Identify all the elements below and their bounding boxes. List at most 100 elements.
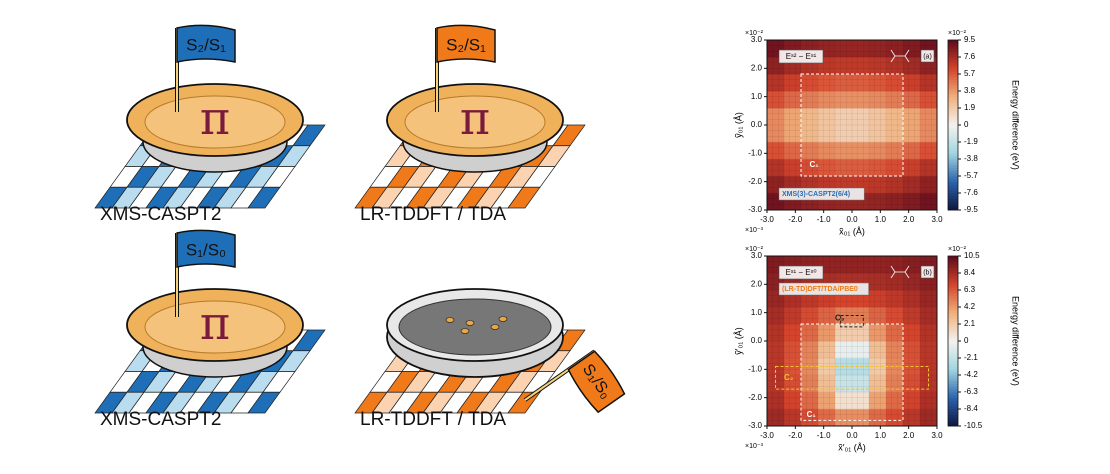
caption: LR-TDDFT / TDA bbox=[360, 204, 506, 225]
colorbar-step bbox=[948, 102, 958, 106]
colorbar-step bbox=[948, 79, 958, 83]
x-tick-label: 1.0 bbox=[875, 215, 887, 224]
colorbar-step bbox=[948, 392, 958, 396]
colorbar-step bbox=[948, 116, 958, 120]
colorbar-step bbox=[948, 207, 958, 211]
colorbar-step bbox=[948, 295, 958, 299]
heatmap-cell bbox=[767, 324, 785, 342]
heatmap-cell bbox=[835, 375, 853, 393]
heatmap-cell bbox=[852, 307, 870, 325]
heatmap-cell bbox=[835, 40, 853, 58]
x-tick-label: 2.0 bbox=[903, 215, 915, 224]
heatmap-cell bbox=[767, 108, 785, 126]
title-box bbox=[778, 265, 824, 280]
colorbar-step bbox=[948, 321, 958, 325]
heatmap-cell bbox=[767, 142, 785, 160]
y-tick-label: -3.0 bbox=[748, 421, 762, 430]
colorbar-tick-label: 9.5 bbox=[964, 35, 976, 44]
colorbar-step bbox=[948, 301, 958, 305]
heatmap-cell bbox=[835, 392, 853, 410]
panel-box bbox=[920, 265, 935, 279]
y-tick-label: -1.0 bbox=[748, 148, 762, 157]
heatmap-cell bbox=[818, 125, 836, 143]
molecule-bond bbox=[890, 265, 896, 273]
heatmap-cell bbox=[852, 57, 870, 75]
heatmap-cell bbox=[835, 74, 853, 92]
x-tick-label: -1.0 bbox=[817, 215, 831, 224]
heatmap-cell bbox=[818, 159, 836, 177]
colorbar-step bbox=[948, 375, 958, 379]
colorbar-step bbox=[948, 170, 958, 174]
x-axis-label: x̃′₀₁ (Å) bbox=[838, 442, 866, 452]
heatmap-cell bbox=[801, 159, 819, 177]
x-tick-label: 3.0 bbox=[931, 431, 943, 440]
heatmap-cell bbox=[767, 125, 785, 143]
colorbar-step bbox=[948, 281, 958, 285]
heatmap-cell bbox=[784, 91, 802, 109]
heatmap-cell bbox=[801, 358, 819, 376]
flag-label: S₂/S₁ bbox=[186, 35, 226, 54]
heatmap-cell bbox=[886, 193, 904, 211]
annotation-label: C₁ bbox=[810, 160, 820, 169]
annotation-label: C₂ bbox=[784, 373, 794, 382]
heatmap-cell bbox=[767, 392, 785, 410]
heatmap-cell bbox=[852, 40, 870, 58]
colorbar-step bbox=[948, 136, 958, 140]
colorbar-step bbox=[948, 147, 958, 151]
y-tick-label: -2.0 bbox=[748, 393, 762, 402]
colorbar-step bbox=[948, 332, 958, 336]
colorbar-step bbox=[948, 411, 958, 416]
heatmap-cell bbox=[835, 108, 853, 126]
annotation-box bbox=[775, 366, 929, 390]
y-axis-label: ỹ₀₁ (Å) bbox=[733, 112, 743, 138]
colorbar-step bbox=[948, 110, 958, 115]
heatmap-cell bbox=[886, 176, 904, 194]
heatmap-cell bbox=[886, 57, 904, 75]
heatmap-cell bbox=[869, 193, 887, 211]
heatmap-cell bbox=[869, 324, 887, 342]
crumb bbox=[445, 317, 455, 323]
colorbar-step bbox=[948, 312, 958, 316]
colorbar-step bbox=[948, 423, 958, 427]
molecule-bond bbox=[890, 55, 896, 63]
colorbar-step bbox=[948, 161, 958, 166]
pie-symbol: π bbox=[200, 91, 230, 145]
panel-label: (b) bbox=[923, 269, 932, 276]
colorbar-tick-label: 2.1 bbox=[964, 319, 976, 328]
heatmap-cell bbox=[920, 74, 938, 92]
colorbar-step bbox=[948, 48, 958, 52]
heatmap-cell bbox=[801, 307, 819, 325]
colorbar-step bbox=[948, 287, 958, 291]
heatmap-cell bbox=[920, 324, 938, 342]
colorbar-step bbox=[948, 187, 958, 191]
colorbar-tick-label: 8.4 bbox=[964, 268, 976, 277]
pie-top bbox=[404, 95, 546, 149]
colorbar-step bbox=[948, 133, 958, 137]
colorbar-tick-label: -6.3 bbox=[964, 387, 978, 396]
heatmap-cell bbox=[869, 256, 887, 274]
pie-top bbox=[144, 300, 286, 354]
heatmap-cell bbox=[886, 392, 904, 410]
heatmap-cell bbox=[920, 176, 938, 194]
y-tick-label: 1.0 bbox=[751, 92, 763, 101]
colorbar-step bbox=[948, 91, 958, 95]
colorbar-step bbox=[948, 326, 958, 331]
x-tick-label: -3.0 bbox=[760, 431, 774, 440]
colorbar-step bbox=[948, 309, 958, 314]
colorbar-step bbox=[948, 329, 958, 333]
colorbar-step bbox=[948, 181, 958, 185]
colorbar-step bbox=[948, 394, 958, 399]
heatmap-cell bbox=[886, 273, 904, 291]
heatmap-cell bbox=[767, 341, 785, 359]
colorbar-step bbox=[948, 278, 958, 282]
colorbar-step bbox=[948, 346, 958, 350]
y-tick-label: -2.0 bbox=[748, 177, 762, 186]
colorbar-step bbox=[948, 349, 958, 353]
colorbar-step bbox=[948, 159, 958, 163]
colorbar-step bbox=[948, 261, 958, 265]
flag-label: S₁/S₀ bbox=[186, 240, 226, 259]
colorbar-tick-label: 0 bbox=[964, 120, 969, 129]
x-tick-label: -1.0 bbox=[817, 431, 831, 440]
heatmap-cell bbox=[903, 375, 921, 393]
flag bbox=[176, 24, 236, 63]
